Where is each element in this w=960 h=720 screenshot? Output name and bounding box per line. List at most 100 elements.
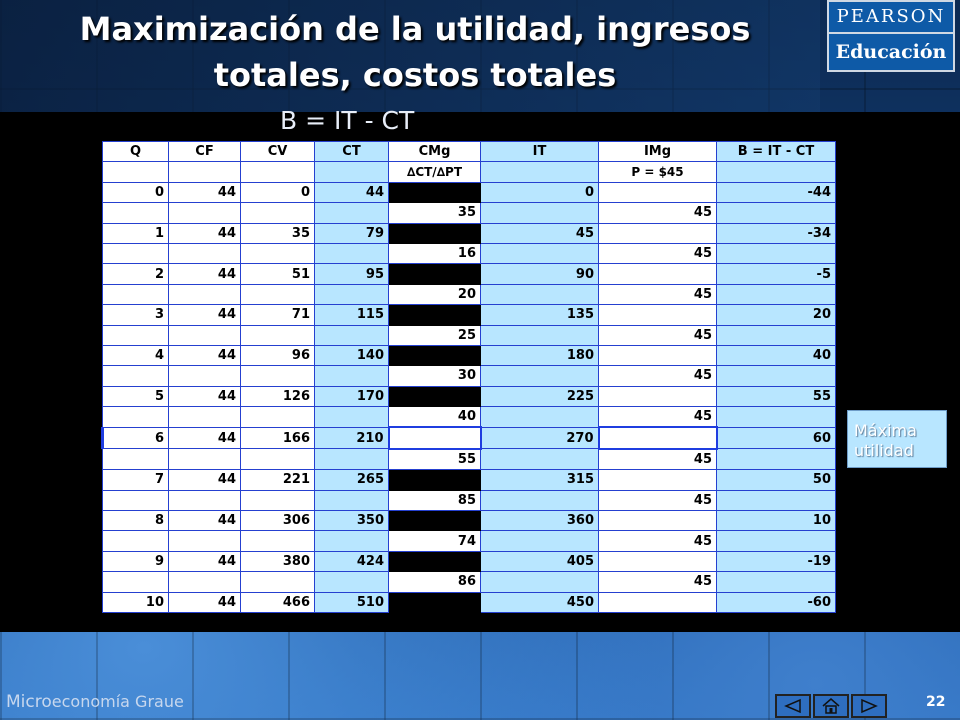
profit-formula: B = IT - CT — [280, 106, 415, 135]
total-revenue-cell: 450 — [480, 591, 599, 613]
total-revenue-cell: 315 — [480, 469, 599, 491]
table-cell — [102, 161, 169, 183]
marginal-cost-cell — [387, 426, 482, 450]
table-row: 8 44 306 350 360 10 — [102, 510, 836, 532]
profit-cell: 50 — [716, 469, 836, 491]
marginal-row: 74 45 — [102, 530, 836, 552]
total-cost-cell: 350 — [314, 510, 389, 532]
table-cell — [716, 324, 836, 346]
fixed-cost-cell: 44 — [168, 550, 241, 573]
marginal-cost-cell: 55 — [388, 448, 481, 471]
marginal-row: 40 45 — [102, 406, 836, 428]
slide-title: Maximización de la utilidad, ingresos to… — [0, 6, 830, 98]
table-row: 0 44 0 44 0 -44 — [102, 181, 836, 204]
total-revenue-cell: 90 — [480, 263, 599, 285]
table-cell — [480, 406, 599, 428]
footer-brand-prefix: Micro — [6, 692, 52, 712]
variable-cost-cell: 51 — [240, 263, 315, 285]
table-cell — [314, 530, 389, 552]
total-cost-cell: 115 — [314, 304, 389, 326]
column-header: CF — [168, 140, 241, 163]
quantity-cell: 7 — [102, 469, 169, 491]
table-cell — [168, 365, 241, 387]
profit-cell: -44 — [716, 181, 836, 204]
table-cell — [168, 283, 241, 306]
marginal-row: 16 45 — [102, 242, 836, 265]
table-row: 1 44 35 79 45 -34 — [102, 222, 836, 244]
quantity-cell: 8 — [102, 510, 169, 532]
variable-cost-cell: 35 — [240, 222, 315, 244]
previous-icon — [784, 698, 801, 714]
total-cost-cell: 79 — [314, 222, 389, 244]
pearson-logo-name: PEARSON — [829, 2, 953, 34]
home-button[interactable] — [813, 694, 849, 718]
pearson-logo-subtitle: Educación — [835, 41, 947, 63]
quantity-cell: 5 — [102, 385, 169, 408]
total-revenue-cell: 180 — [480, 344, 599, 367]
home-icon — [822, 698, 840, 714]
table-cell — [716, 202, 836, 224]
footer-brand: Microeconomía Graue — [6, 692, 184, 712]
cmg-formula-label: ∆CT/∆PT — [388, 161, 481, 183]
marginal-cost-cell: 30 — [388, 365, 481, 387]
marginal-revenue-cell: 45 — [598, 202, 717, 224]
table-row: 4 44 96 140 180 40 — [102, 344, 836, 367]
table-cell — [102, 406, 169, 428]
marginal-row: 20 45 — [102, 283, 836, 306]
table-cell — [480, 161, 599, 183]
table-cell — [314, 571, 389, 593]
slide-nav — [775, 694, 889, 718]
marginal-revenue-cell — [598, 385, 717, 408]
total-revenue-cell: 0 — [480, 181, 599, 204]
profit-cell: 60 — [716, 426, 836, 450]
table-header-row: Q CF CV CT CMg IT IMg B = IT - CT — [102, 140, 836, 163]
total-revenue-cell: 135 — [480, 304, 599, 326]
quantity-cell: 2 — [102, 263, 169, 285]
marginal-cost-cell — [388, 304, 481, 326]
table-cell — [480, 242, 599, 265]
variable-cost-cell: 96 — [240, 344, 315, 367]
table-cell — [102, 283, 169, 306]
fixed-cost-cell: 44 — [168, 344, 241, 367]
marginal-revenue-cell: 45 — [598, 530, 717, 552]
marginal-revenue-cell — [598, 469, 717, 491]
table-cell — [240, 365, 315, 387]
profit-cell: 55 — [716, 385, 836, 408]
quantity-cell: 4 — [102, 344, 169, 367]
table-cell — [168, 242, 241, 265]
table-cell — [716, 530, 836, 552]
table-cell — [314, 489, 389, 512]
total-cost-cell: 510 — [314, 591, 389, 613]
marginal-revenue-cell: 45 — [598, 406, 717, 428]
marginal-cost-cell — [388, 591, 481, 613]
total-cost-cell: 265 — [314, 469, 389, 491]
next-button[interactable] — [851, 694, 887, 718]
table-cell — [240, 406, 315, 428]
marginal-revenue-cell — [598, 550, 717, 573]
table-cell — [314, 406, 389, 428]
table-row: 6 44 166 210 270 60 — [101, 426, 836, 450]
marginal-revenue-cell: 45 — [598, 283, 717, 306]
table-cell — [240, 571, 315, 593]
quantity-cell: 6 — [101, 426, 169, 450]
profit-cell: -60 — [716, 591, 836, 613]
table-cell — [102, 202, 169, 224]
table-cell — [716, 489, 836, 512]
marginal-row: 85 45 — [102, 489, 836, 512]
table-cell — [240, 489, 315, 512]
table-cell — [168, 406, 241, 428]
column-header: CV — [240, 140, 315, 163]
quantity-cell: 1 — [102, 222, 169, 244]
table-cell — [716, 365, 836, 387]
table-cell — [314, 324, 389, 346]
table-cell — [240, 283, 315, 306]
previous-button[interactable] — [775, 694, 811, 718]
table-cell — [480, 489, 599, 512]
column-header: CT — [314, 140, 389, 163]
table-cell — [716, 283, 836, 306]
table-cell — [168, 489, 241, 512]
variable-cost-cell: 126 — [240, 385, 315, 408]
variable-cost-cell: 306 — [240, 510, 315, 532]
table-cell — [168, 448, 241, 471]
variable-cost-cell: 380 — [240, 550, 315, 573]
